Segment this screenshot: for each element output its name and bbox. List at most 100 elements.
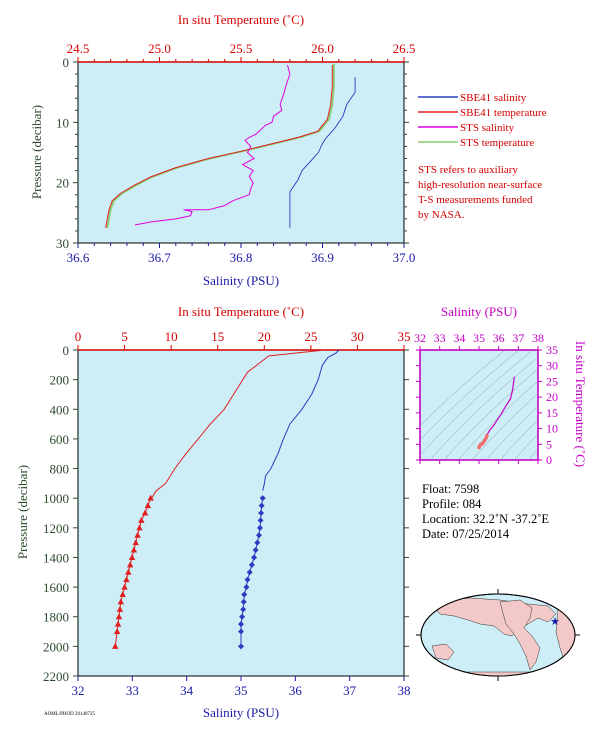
ts-right-tick-label: 20: [546, 390, 558, 404]
temperature-sample-point: [117, 598, 125, 605]
sts-note-line-4: by NASA.: [418, 209, 465, 221]
top-chart-bottom-tick-label: 36.8: [230, 250, 253, 265]
bottom-chart-top-tick-label: 15: [211, 329, 224, 344]
temperature-sample-point: [128, 553, 136, 560]
salinity-sample-point: [238, 643, 244, 650]
top-chart-left-tick-label: 0: [63, 55, 70, 70]
bottom-chart-top-axis-title: In situ Temperature (˚C): [178, 304, 304, 319]
salinity-sample-point: [259, 495, 266, 502]
bottom-chart-left-tick-label: 400: [50, 402, 70, 417]
temperature-sample-point: [112, 642, 119, 649]
ts-right-tick-label: 0: [546, 453, 552, 467]
bottom-chart-left-tick-label: 1200: [43, 521, 69, 536]
top-chart-series: [105, 63, 356, 229]
ts-density-contour: [443, 368, 538, 460]
top-legend: SBE41 salinity SBE41 temperature STS sal…: [418, 92, 547, 221]
salinity-sample-point: [246, 569, 253, 576]
ts-density-contour: [534, 330, 601, 470]
sts-salinity-line: [135, 64, 291, 226]
salinity-profile-line: [262, 349, 340, 491]
bottom-chart-bottom-axis-title: Salinity (PSU): [203, 705, 279, 720]
sts-note-line-2: high-resolution near-surface: [418, 179, 542, 191]
float-id: Float: 7598: [422, 482, 479, 496]
bottom-chart-top-tick-label: 20: [258, 329, 271, 344]
salinity-sample-point: [257, 517, 264, 524]
salinity-sample-point: [257, 524, 264, 531]
bottom-chart-ticks: 0 5 10 15 20 25 30 35 32 33 34 35 36 37 38 0 200 400 600 80…: [43, 329, 411, 698]
bottom-chart-left-tick-label: 1400: [43, 550, 69, 565]
ts-top-tick-label: 36: [493, 331, 505, 345]
ts-right-tick-label: 35: [546, 343, 558, 357]
bottom-chart-left-tick-label: 800: [50, 462, 70, 477]
temperature-sample-point: [126, 561, 134, 568]
ts-inset: Salinity (PSU) In situ Temperature (˚C) …: [414, 304, 601, 470]
salinity-sample-point: [252, 547, 259, 554]
bottom-chart-left-tick-label: 2000: [43, 639, 69, 654]
ts-density-contour: [513, 433, 538, 460]
salinity-sample-point: [251, 554, 258, 561]
temperature-sample-point: [123, 576, 130, 583]
ts-density-contour: [420, 350, 534, 457]
ts-right-tick-label: 15: [546, 406, 558, 420]
map-land-australia: [431, 643, 455, 661]
temperature-sample-point: [132, 539, 139, 546]
salinity-sample-point: [255, 532, 262, 539]
ts-series: [477, 376, 515, 450]
salinity-sample-point: [258, 510, 265, 516]
temperature-profile-line: [151, 349, 325, 499]
bottom-chart-left-tick-label: 200: [50, 373, 70, 388]
temperature-sample-point: [138, 516, 145, 523]
salinity-sample-point: [244, 576, 251, 583]
sbe41-temperature-line: [105, 65, 333, 228]
bottom-chart-left-tick-label: 1600: [43, 580, 69, 595]
top-chart-top-tick-label: 24.5: [67, 41, 90, 56]
salinity-sample-point: [241, 591, 248, 598]
bottom-chart-top-tick-label: 0: [75, 329, 82, 344]
ts-plot-area: [419, 349, 539, 461]
bottom-chart-top-tick-label: 5: [121, 329, 128, 344]
ts-top-tick-label: 38: [532, 331, 544, 345]
ts-sample-point: [477, 445, 481, 450]
bottom-chart-left-tick-label: 600: [50, 432, 70, 447]
bottom-chart-bottom-tick-label: 34: [180, 683, 194, 698]
ts-density-contour: [499, 419, 538, 460]
temperature-sample-point: [147, 494, 154, 501]
ts-top-tick-label: 37: [512, 331, 524, 345]
world-map: ★: [416, 589, 580, 681]
top-chart: In situ Temperature (˚C) Salinity (PSU) …: [29, 12, 415, 288]
salinity-sample-point: [258, 502, 265, 509]
sts-note-line-1: STS refers to auxiliary: [418, 164, 518, 176]
ts-top-tick-label: 32: [414, 331, 426, 345]
float-info: Float: 7598 Profile: 084 Location: 32.2˚…: [422, 482, 549, 541]
sbe41-salinity-line: [289, 77, 356, 228]
bottom-chart: In situ Temperature (˚C) Salinity (PSU) …: [15, 304, 411, 720]
ts-contour-group: [420, 330, 601, 470]
salinity-sample-point: [238, 621, 244, 628]
temperature-sample-point: [116, 605, 124, 612]
ts-right-tick-label: 25: [546, 374, 558, 388]
float-location: Location: 32.2˚N -37.2˚E: [422, 512, 549, 526]
bottom-chart-series: [112, 349, 340, 650]
salinity-sample-point: [254, 539, 261, 546]
bottom-chart-bottom-tick-label: 32: [72, 683, 85, 698]
salinity-sample-point: [240, 606, 247, 613]
top-chart-bottom-axis-title: Salinity (PSU): [203, 273, 279, 288]
bottom-chart-left-tick-label: 2200: [43, 669, 69, 684]
top-chart-bottom-tick-label: 36.9: [311, 250, 334, 265]
sts-note-line-3: T-S measurements funded: [418, 194, 533, 206]
top-chart-top-tick-label: 26.0: [311, 41, 334, 56]
bottom-chart-bottom-tick-label: 38: [398, 683, 411, 698]
temperature-sample-point: [134, 531, 141, 538]
top-chart-left-tick-label: 20: [56, 176, 69, 191]
ts-top-tick-label: 34: [453, 331, 465, 345]
salinity-sample-point: [248, 561, 255, 568]
bottom-chart-top-tick-label: 30: [351, 329, 364, 344]
bottom-chart-bottom-tick-label: 35: [235, 683, 248, 698]
bottom-chart-top-tick-label: 10: [165, 329, 178, 344]
top-chart-left-tick-label: 10: [56, 115, 69, 130]
temperature-sample-point: [119, 591, 126, 597]
salinity-sample-point: [243, 584, 250, 591]
top-chart-top-axis-title: In situ Temperature (˚C): [178, 12, 304, 27]
ts-density-contour: [429, 357, 538, 460]
